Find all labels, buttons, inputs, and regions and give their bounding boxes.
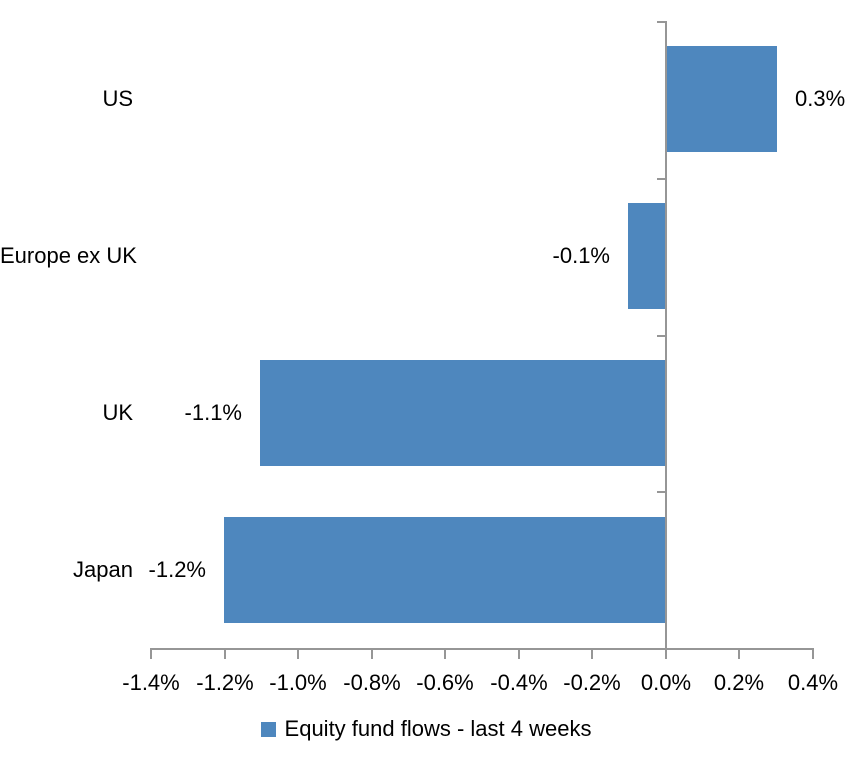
- category-label-europe-ex-uk: Europe ex UK: [0, 243, 137, 268]
- data-label-japan: -1.2%: [148, 557, 206, 582]
- x-axis-tick-mark: [812, 648, 814, 659]
- x-axis-tick-mark: [224, 648, 226, 659]
- category-axis-line: [665, 21, 667, 648]
- bar-europe-ex-uk: [628, 203, 665, 309]
- x-axis-tick-label: -0.6%: [416, 670, 474, 695]
- x-axis-tick-label: -0.2%: [563, 670, 621, 695]
- category-label-us: US: [102, 86, 133, 111]
- x-axis-tick-mark: [518, 648, 520, 659]
- legend-series-label: Equity fund flows - last 4 weeks: [284, 716, 592, 741]
- category-label-uk: UK: [102, 400, 133, 425]
- x-axis-tick-label: -1.4%: [122, 670, 180, 695]
- x-axis-tick-label: 0.0%: [640, 670, 692, 695]
- x-axis-tick-label: 0.4%: [787, 670, 839, 695]
- x-axis-tick-label: -1.2%: [196, 670, 254, 695]
- bar-japan: [224, 517, 665, 623]
- x-axis-tick-mark: [444, 648, 446, 659]
- x-axis-tick-label: -1.0%: [269, 670, 327, 695]
- x-axis-tick-label: -0.4%: [490, 670, 548, 695]
- x-axis-tick-mark: [150, 648, 152, 659]
- legend: Equity fund flows - last 4 weeks: [0, 716, 852, 742]
- legend-color-swatch: [260, 721, 276, 737]
- x-axis-tick-mark: [738, 648, 740, 659]
- bar-us: [667, 46, 777, 152]
- category-label-japan: Japan: [73, 557, 133, 582]
- data-label-europe-ex-uk: -0.1%: [552, 243, 610, 268]
- category-tick-mark: [657, 491, 665, 493]
- x-axis-tick-mark: [371, 648, 373, 659]
- category-tick-mark: [657, 335, 665, 337]
- x-axis-tick-label: 0.2%: [713, 670, 765, 695]
- data-label-us: 0.3%: [795, 86, 846, 111]
- x-axis-tick-mark: [297, 648, 299, 659]
- x-axis-tick-label: -0.8%: [343, 670, 401, 695]
- value-axis-line: [150, 648, 814, 650]
- category-tick-mark: [657, 178, 665, 180]
- x-axis-tick-mark: [591, 648, 593, 659]
- data-label-uk: -1.1%: [184, 400, 242, 425]
- category-tick-mark: [657, 21, 665, 23]
- x-axis-tick-mark: [665, 648, 667, 659]
- bar-uk: [260, 360, 665, 466]
